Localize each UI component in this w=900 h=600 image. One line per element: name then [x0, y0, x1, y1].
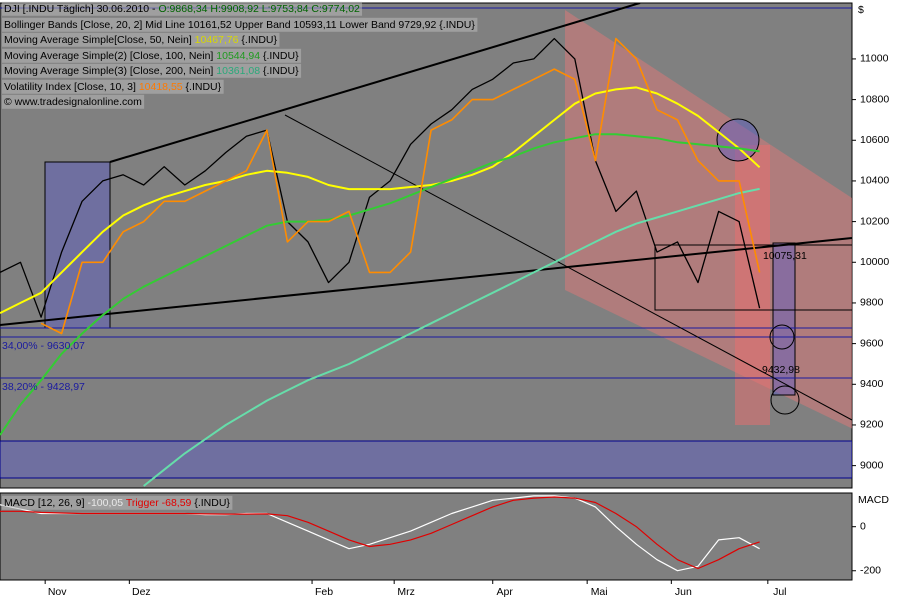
circle-marker: [770, 385, 800, 415]
legend: DJI [.INDU Täglich] 30.06.2010 - O:9868,…: [2, 1, 478, 510]
x-tick-label: Mai: [591, 586, 608, 598]
legend-line: Moving Average Simple[Close, 50, Nein] 1…: [4, 34, 277, 46]
legend-line: Moving Average Simple(3) [Close, 200, Ne…: [4, 65, 299, 77]
trend-line: [109, 3, 641, 163]
series-line: [0, 133, 760, 436]
y-tick-label: 9800: [860, 297, 884, 309]
x-tick-label: Apr: [497, 586, 514, 598]
fib-label: 34,00% - 9630,07: [2, 340, 85, 352]
legend-background: [2, 1, 363, 16]
series-line: [40, 37, 761, 335]
legend-source: {.INDU}: [263, 50, 299, 62]
y-tick-label: 10600: [860, 134, 889, 146]
legend-line: DJI [.INDU Täglich] 30.06.2010 - O:9868,…: [4, 3, 360, 15]
blue-box: [44, 161, 111, 329]
legend-line: MACD [12, 26, 9] -100,05 Trigger -68,59 …: [4, 497, 230, 509]
y-tick-label: -200: [860, 565, 881, 577]
price-annotation: 10075,31: [763, 250, 807, 262]
legend-text: Moving Average Simple(3) [Close, 200, Ne…: [4, 65, 213, 77]
legend-source: {.INDU}: [186, 81, 222, 93]
x-tick-label: Jul: [773, 586, 786, 598]
legend-source: {.INDU}: [241, 34, 277, 46]
legend-source: {.INDU}: [194, 497, 230, 509]
legend-text: Bollinger Bands [Close, 20, 2] Mid Line …: [4, 19, 437, 31]
series-line: [143, 187, 760, 487]
watermark: © www.tradesignalonline.com: [4, 96, 142, 108]
y-tick-label: 9200: [860, 419, 884, 431]
legend-line: Volatility Index [Close, 10, 3] 10418,55…: [4, 81, 222, 93]
trend-line: [0, 237, 852, 326]
chart-title: MACD [12, 26, 9]: [4, 497, 85, 509]
legend-value: -100,05: [87, 497, 123, 509]
trend-line: [284, 114, 852, 421]
legend-source: {.INDU}: [263, 65, 299, 77]
legend-background: [2, 495, 233, 510]
legend-background: [2, 94, 145, 109]
x-tick-label: Feb: [315, 586, 333, 598]
legend-value: 10361,08: [216, 65, 260, 77]
price-annotation: 9432,98: [762, 364, 800, 376]
y-tick-label: 10800: [860, 93, 889, 105]
legend-source: {.INDU}: [439, 19, 475, 31]
y-axis-label: $: [858, 4, 864, 16]
legend-value: 10467,76: [195, 34, 239, 46]
legend-background: [2, 48, 302, 63]
legend-background: [2, 32, 280, 47]
y-tick-label: 10400: [860, 175, 889, 187]
series-line: [0, 86, 761, 314]
y-tick-label: 9600: [860, 337, 884, 349]
legend-text: Trigger: [126, 497, 159, 509]
y-tick-label: 9000: [860, 459, 884, 471]
blue-box: [772, 242, 796, 396]
main-series: [0, 37, 761, 487]
circle-marker: [769, 324, 795, 350]
legend-text: Moving Average Simple(2) [Close, 100, Ne…: [4, 50, 213, 62]
chart-title: DJI [.INDU Täglich] 30.06.2010 -: [4, 3, 156, 15]
legend-background: [2, 17, 478, 32]
x-tick-label: Mrz: [397, 586, 415, 598]
fib-label: 38,20% - 9428,97: [2, 381, 85, 393]
shaded-channel: [565, 10, 852, 429]
legend-text: Volatility Index [Close, 10, 3]: [4, 81, 136, 93]
y-tick-label: 9400: [860, 378, 884, 390]
legend-line: Moving Average Simple(2) [Close, 100, Ne…: [4, 50, 299, 62]
y-tick-label: 10000: [860, 256, 889, 268]
y-axis-label: MACD: [858, 494, 889, 506]
y-tick-label: 0: [860, 520, 866, 532]
series-line: [0, 496, 760, 570]
y-tick-label: 10200: [860, 215, 889, 227]
legend-value: 10418,55: [139, 81, 183, 93]
legend-background: [2, 63, 302, 78]
blue-band: [0, 440, 852, 479]
circle-marker: [716, 118, 760, 162]
ohlc-label: O:9868,34 H:9908,92 L:9753,84 C:9774,02: [158, 3, 360, 15]
x-tick-label: Jun: [675, 586, 692, 598]
x-tick-label: Dez: [132, 586, 151, 598]
legend-value: 10544,94: [216, 50, 260, 62]
x-tick-label: Nov: [48, 586, 67, 598]
legend-line: Bollinger Bands [Close, 20, 2] Mid Line …: [4, 19, 475, 31]
y-tick-label: 11000: [860, 53, 889, 65]
legend-text: Moving Average Simple[Close, 50, Nein]: [4, 34, 192, 46]
macd-series: [0, 495, 760, 572]
legend-value: -68,59: [162, 497, 192, 509]
legend-background: [2, 79, 224, 94]
